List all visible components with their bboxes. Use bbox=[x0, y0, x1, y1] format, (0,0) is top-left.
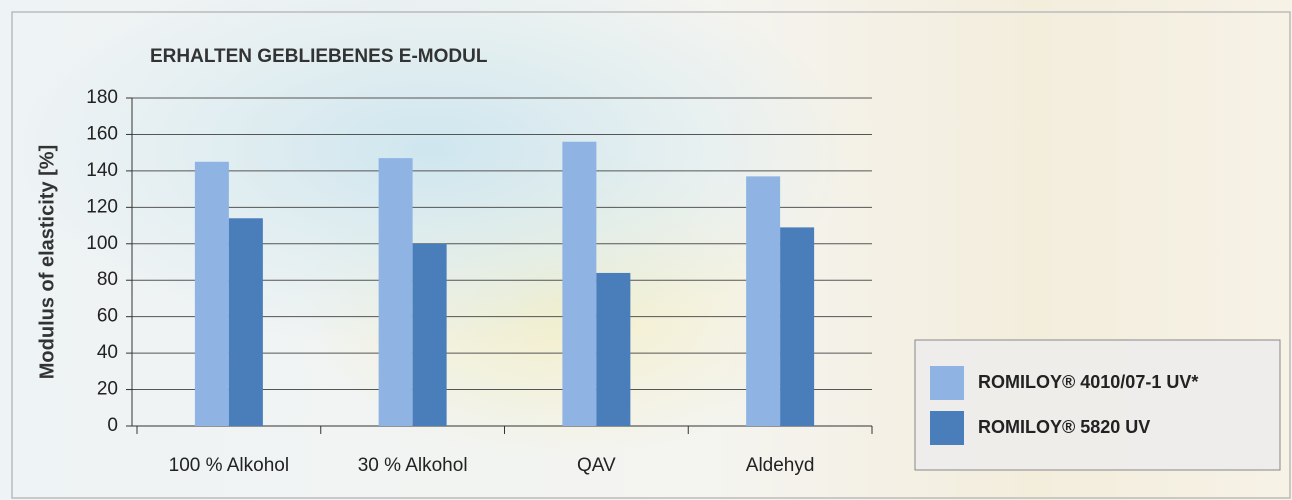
x-tick-label: QAV bbox=[577, 455, 616, 476]
bar bbox=[746, 176, 780, 426]
y-tick-label: 160 bbox=[86, 123, 118, 144]
bar bbox=[413, 244, 447, 426]
legend-label: ROMILOY® 5820 UV bbox=[978, 417, 1150, 437]
y-tick-label: 180 bbox=[86, 87, 118, 108]
y-tick-label: 0 bbox=[107, 415, 118, 436]
legend-swatch bbox=[930, 366, 964, 400]
y-tick-label: 40 bbox=[97, 342, 118, 363]
y-tick-label: 140 bbox=[86, 160, 118, 181]
bar bbox=[596, 273, 630, 426]
page: {"chart_data": {"type": "bar", "title": … bbox=[0, 0, 1292, 500]
legend bbox=[915, 340, 1280, 470]
y-tick-label: 100 bbox=[86, 233, 118, 254]
x-tick-label: 100 % Alkohol bbox=[169, 455, 289, 476]
y-tick-label: 60 bbox=[97, 306, 118, 327]
x-tick-label: 30 % Alkohol bbox=[358, 455, 468, 476]
legend-swatch bbox=[930, 411, 964, 445]
x-tick-label: Aldehyd bbox=[746, 455, 815, 476]
legend-label: ROMILOY® 4010/07-1 UV* bbox=[978, 372, 1198, 392]
y-tick-label: 120 bbox=[86, 196, 118, 217]
bar bbox=[562, 142, 596, 426]
chart: ERHALTEN GEBLIEBENES E-MODUL Modulus of … bbox=[0, 0, 1292, 500]
y-axis-label: Modulus of elasticity [%] bbox=[36, 145, 58, 379]
chart-title: ERHALTEN GEBLIEBENES E-MODUL bbox=[150, 46, 488, 67]
bar bbox=[379, 158, 413, 426]
bar bbox=[229, 218, 263, 426]
bar bbox=[780, 227, 814, 426]
bar bbox=[195, 162, 229, 426]
y-tick-label: 80 bbox=[97, 269, 118, 290]
y-tick-label: 20 bbox=[97, 379, 118, 400]
